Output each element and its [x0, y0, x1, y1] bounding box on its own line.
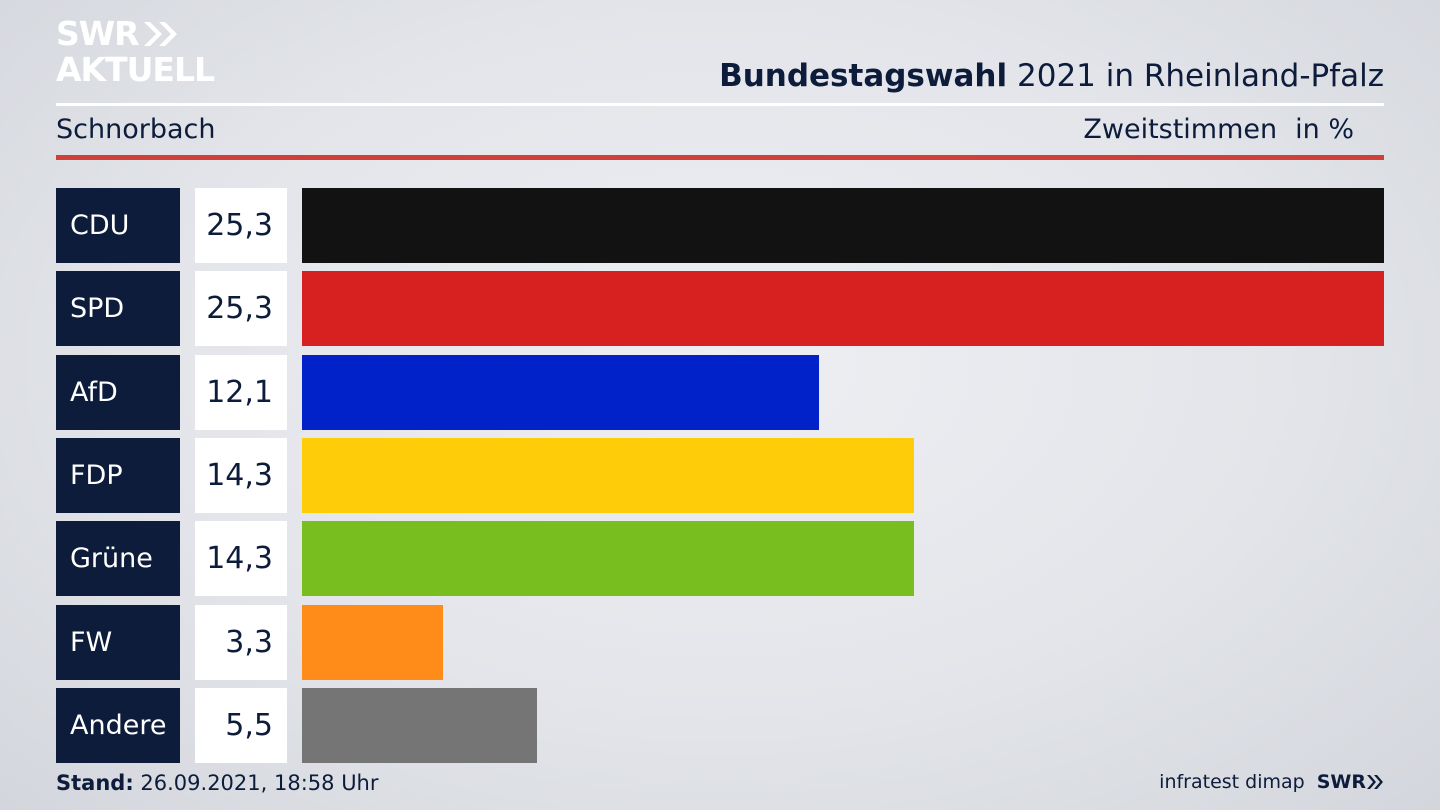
bar-row: AfD 12,1	[0, 354, 1440, 430]
bar-row: Grüne 14,3	[0, 521, 1440, 597]
value-label: 14,3	[195, 521, 287, 597]
bar	[302, 271, 1384, 347]
bar	[302, 521, 914, 597]
swr-brand: SWR	[1317, 771, 1384, 793]
double-chevron-icon	[143, 22, 177, 46]
title-rest: 2021 in Rheinland-Pfalz	[1017, 58, 1384, 94]
logo-line-2: AKTUELL	[56, 50, 215, 89]
swr-aktuell-logo: SWR AKTUELL	[56, 14, 215, 89]
bar-row: Andere 5,5	[0, 687, 1440, 763]
location-subtitle: Schnorbach	[56, 114, 216, 145]
page-title: Bundestagswahl 2021 in Rheinland-Pfalz	[719, 58, 1384, 94]
source-text: infratest dimap	[1159, 771, 1305, 793]
bar	[302, 604, 444, 680]
stand-label: Stand:	[56, 771, 134, 795]
party-label: Grüne	[56, 521, 180, 597]
measure-text: Zweitstimmen	[1083, 114, 1278, 145]
source-credit: infratest dimap SWR	[1159, 771, 1384, 793]
value-label: 25,3	[195, 188, 287, 263]
party-label: FDP	[56, 437, 180, 513]
value-label: 5,5	[195, 687, 287, 763]
value-label: 14,3	[195, 437, 287, 513]
value-label: 12,1	[195, 354, 287, 430]
party-label: SPD	[56, 271, 180, 347]
logo-line-1: SWR	[56, 14, 140, 53]
party-label: Andere	[56, 687, 180, 763]
bar	[302, 354, 820, 430]
bar	[302, 188, 1384, 263]
value-label: 3,3	[195, 604, 287, 680]
party-label: AfD	[56, 354, 180, 430]
title-bold: Bundestagswahl	[719, 58, 1008, 94]
party-label: CDU	[56, 188, 180, 263]
double-chevron-icon	[1367, 775, 1383, 789]
party-label: FW	[56, 604, 180, 680]
header-divider	[56, 103, 1384, 106]
timestamp: Stand: 26.09.2021, 18:58 Uhr	[56, 771, 379, 795]
unit-text: in %	[1295, 114, 1354, 145]
bar	[302, 687, 538, 763]
measure-label: Zweitstimmen in %	[1083, 114, 1354, 145]
bar	[302, 437, 914, 513]
accent-divider	[56, 155, 1384, 160]
bar-row: FDP 14,3	[0, 437, 1440, 513]
value-label: 25,3	[195, 271, 287, 347]
brand-text: SWR	[1316, 771, 1366, 793]
bar-row: SPD 25,3	[0, 271, 1440, 347]
stand-value: 26.09.2021, 18:58 Uhr	[140, 771, 379, 795]
bar-row: FW 3,3	[0, 604, 1440, 680]
bar-row: CDU 25,3	[0, 188, 1440, 263]
